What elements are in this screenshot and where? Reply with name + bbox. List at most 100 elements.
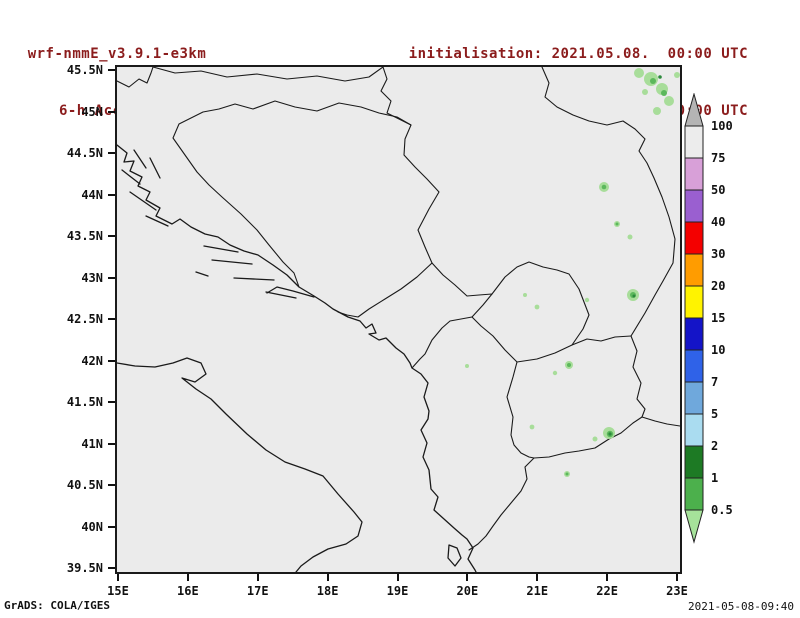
precip-blob [674,72,680,78]
lon-tick-mark [466,574,469,581]
colorbar-segment [684,253,704,287]
lon-tick-mark [326,574,329,581]
lon-tick-mark [676,574,678,581]
lon-tick-label: 23E [666,584,688,598]
coastline-adriatic-east [117,144,477,572]
lat-tick-mark [108,442,115,445]
precip-blob [592,436,598,442]
border-hungary-croatia [152,67,384,82]
island-chain-dalmatia [121,149,297,299]
precip-blob [567,363,571,367]
colorbar-segment [684,125,704,159]
precipitation-colorbar: 100 75 50 40 30 20 15 10 7 5 2 1 0.5 [684,92,796,558]
lat-tick-label: 45N [81,104,103,119]
map-frame [115,65,682,574]
colorbar-segment [684,477,704,511]
lat-tick-mark [108,525,115,528]
lat-tick-label: 42.5N [66,312,103,326]
precip-blob [584,297,590,303]
lat-tick-label: 44N [81,187,103,202]
lon-tick-label: 17E [246,584,269,598]
lat-tick-mark [108,401,115,403]
lat-tick-mark [108,193,115,196]
colorbar-level-label: 40 [711,215,726,229]
precip-blob [523,293,527,297]
colorbar-scale [684,92,704,544]
precip-blob [661,90,667,96]
coastline-italy [117,357,363,572]
islands [121,149,462,567]
colorbar-segment [684,381,704,415]
model-name: wrf-nmmE_v3.9.1-e3km [27,46,207,62]
colorbar-level-label: 5 [711,407,719,421]
precip-blob [653,107,661,115]
border-montenegro-kosovo [471,293,493,318]
lat-tick-label: 44.5N [66,146,103,160]
longitude-axis: 15E 16E 17E 18E 19E 20E 21E 22E 23E [107,574,688,608]
colorbar-segment [684,189,704,223]
precip-blob [627,234,633,240]
border-montenegro-albania [411,316,473,369]
border-bulgaria-greece [641,416,680,427]
island-corfu [447,544,462,567]
initialisation-time: initialisation: 2021.05.08. 00:00 UTC [408,46,748,62]
peljesac-peninsula [266,286,315,298]
creation-timestamp: 2021-05-08-09:40 [688,600,794,613]
colorbar-level-label: 30 [711,247,726,261]
border-serbia-montenegro [431,262,493,297]
lat-tick-label: 40N [81,519,103,534]
colorbar-level-label: 20 [711,279,726,293]
lat-tick-mark [108,276,115,279]
lon-tick-label: 18E [316,584,339,598]
border-macedonia-greece [533,416,643,459]
lat-tick-label: 45.5N [66,63,103,77]
lat-tick-mark [108,69,115,71]
precipitation-overlay [465,68,680,477]
precip-blob [642,89,648,95]
precip-blob [529,424,535,430]
colorbar-segment [684,413,704,447]
colorbar-level-label: 100 [711,119,733,133]
lat-tick-mark [108,235,115,237]
lat-tick-label: 41N [81,436,103,451]
border-kosovo [471,261,590,363]
lon-tick-mark [536,574,539,581]
lat-tick-mark [108,152,115,154]
precip-blob [465,364,469,368]
latitude-axis: 45.5N 45N 44.5N 44N 43.5N 43N 42.5N 42N 41.5N 41N… [0,63,115,575]
lat-tick-mark [108,567,115,569]
colorbar-level-label: 1 [711,471,719,485]
precip-blob [632,294,636,298]
precip-blob [552,370,558,376]
precip-blob [601,184,607,190]
lon-tick-label: 19E [386,584,409,598]
lon-tick-label: 16E [177,584,199,598]
colorbar-segment [684,317,704,351]
colorbar-level-label: 10 [711,343,726,357]
lat-tick-mark [108,484,115,486]
colorbar-arrow-bottom [684,509,704,544]
colorbar-segment [684,285,704,319]
lon-tick-label: 20E [456,584,479,598]
lon-tick-mark [186,574,189,581]
colorbar-arrow-top [684,92,704,127]
precip-blob [650,78,656,84]
lat-tick-label: 43.5N [66,229,103,243]
precip-blob [608,432,612,436]
colorbar-level-label: 50 [711,183,726,197]
border-albania-greece [468,457,535,551]
precip-blob [534,304,540,310]
lon-tick-mark [117,574,119,581]
lat-tick-mark [108,318,115,320]
border-albania-macedonia [506,361,535,459]
border-slovenia-croatia [117,67,154,88]
lat-tick-label: 41.5N [66,395,103,409]
precip-blob [664,96,674,106]
lat-tick-mark [108,359,115,362]
colorbar-segment [684,445,704,479]
lon-tick-label: 22E [596,584,618,598]
colorbar-segment [684,349,704,383]
colorbar-segment [684,221,704,255]
lat-tick-label: 43N [81,270,103,285]
border-serbia-romania-bulgaria [541,67,676,337]
